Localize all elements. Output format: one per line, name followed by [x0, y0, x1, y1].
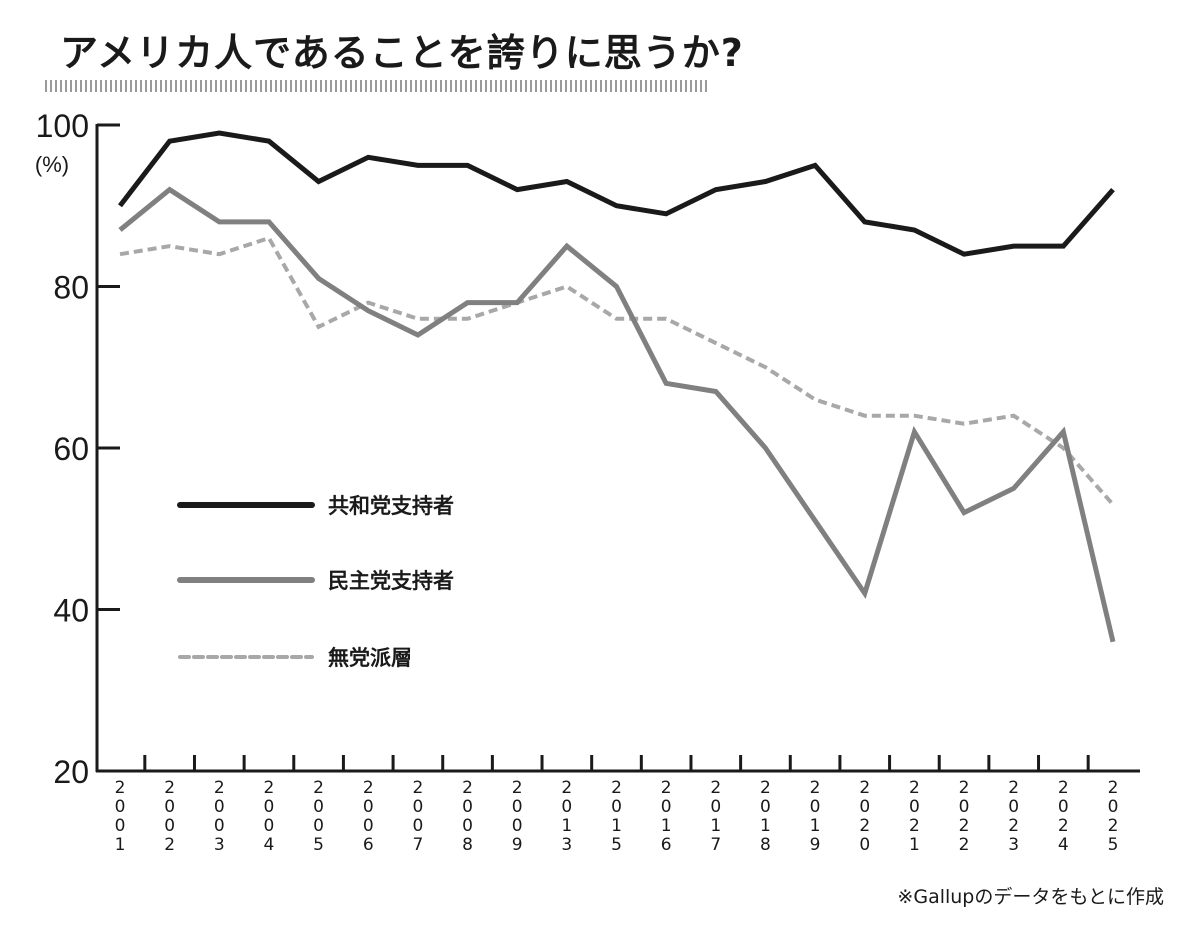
y-tick-label: 40 — [53, 593, 89, 629]
y-tick-label: 60 — [53, 431, 89, 467]
series-line-1 — [118, 186, 1116, 643]
legend-label-1: 民主党支持者 — [328, 569, 454, 593]
y-tick-label: 80 — [53, 270, 89, 306]
series-line-2 — [119, 235, 1115, 506]
y-tick-label: 100 — [36, 108, 89, 144]
source-note: ※Gallupのデータをもとに作成 — [897, 886, 1164, 908]
series-line-0 — [118, 130, 1115, 257]
y-tick-label: 20 — [53, 754, 89, 790]
legend-label-0: 共和党支持者 — [328, 494, 454, 518]
title-rule — [45, 80, 710, 92]
y-axis-unit: (%) — [35, 152, 69, 177]
legend-label-2: 無党派層 — [328, 646, 412, 670]
chart-title: アメリカ人であることを誇りに思うか? — [60, 31, 744, 75]
